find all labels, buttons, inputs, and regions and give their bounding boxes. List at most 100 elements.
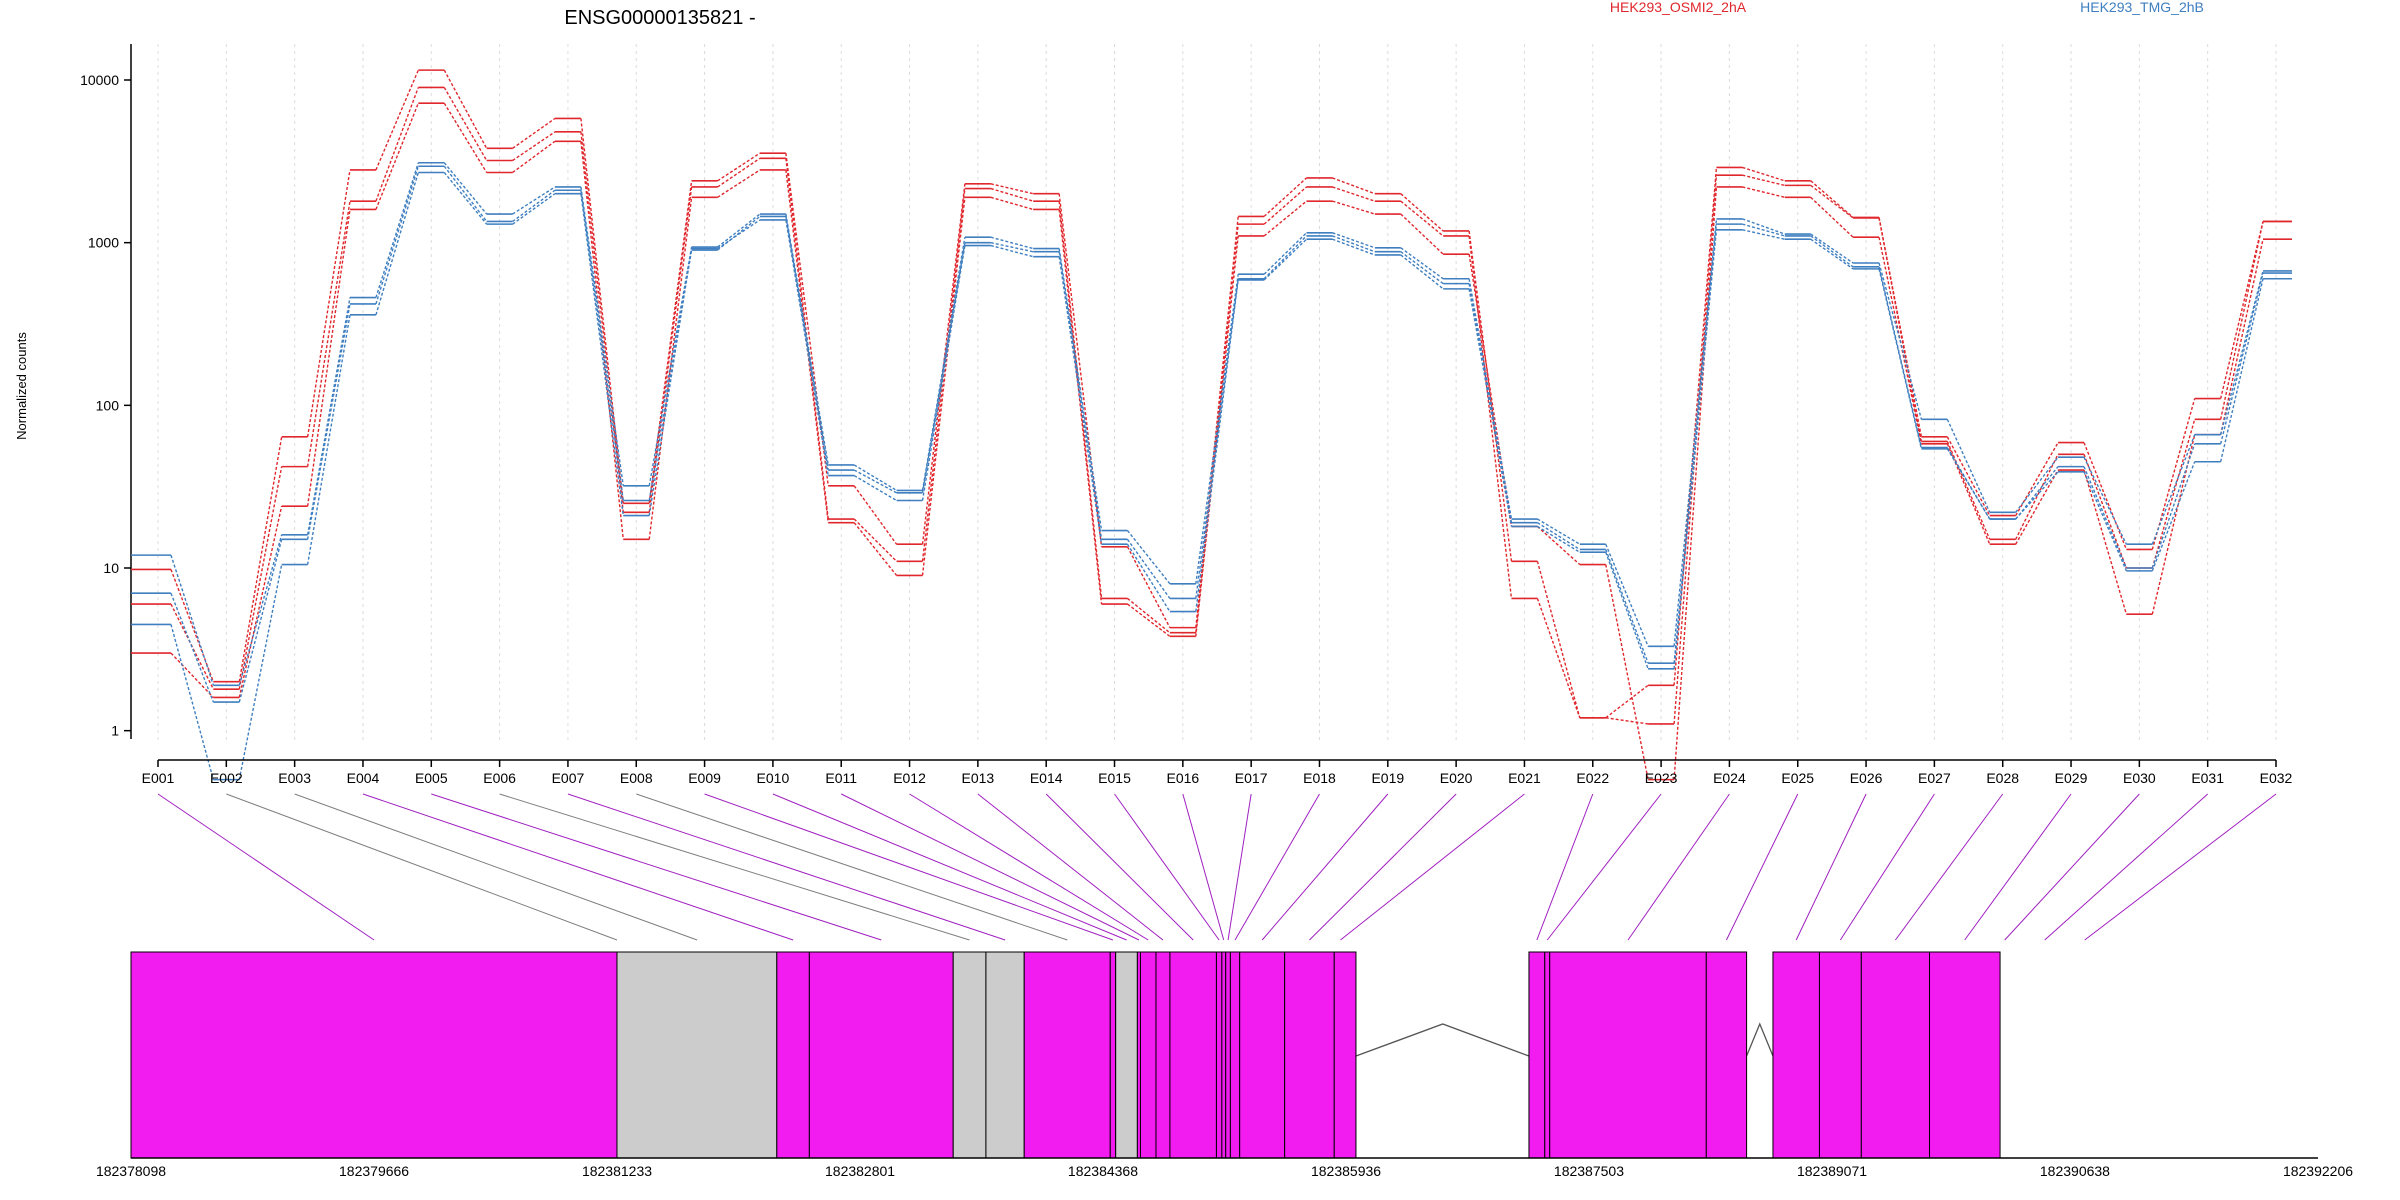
exon-connector [1726, 793, 1799, 941]
series-transition [2015, 469, 2059, 545]
exon-label: E025 [1781, 770, 1814, 786]
series-transition [1400, 247, 1444, 280]
series-transition [512, 186, 556, 215]
series-transition [1126, 546, 1171, 628]
exon-connector [2084, 793, 2277, 941]
series-transition [238, 466, 283, 690]
series-transition [1742, 223, 1785, 237]
exon-connector [1182, 793, 1225, 941]
exon-connector [1114, 793, 1220, 941]
series-transition [648, 180, 693, 504]
series-transition [648, 248, 693, 516]
coordinate-label: 182392206 [2283, 1163, 2353, 1179]
series-transition [306, 314, 351, 565]
series-transition [1742, 218, 1785, 235]
series-transition [375, 87, 419, 202]
y-tick-label: 1000 [88, 235, 119, 251]
series-transition [238, 564, 283, 780]
series-transition [853, 522, 898, 576]
series-transition [1468, 254, 1513, 527]
series-transition [1400, 213, 1444, 255]
series-transition [306, 201, 351, 467]
series-transition [2219, 239, 2264, 435]
series-transition [443, 69, 488, 149]
series-transition [238, 436, 283, 682]
exon-segment [1109, 951, 1117, 1159]
series-transition [1878, 262, 1923, 420]
chart-title: ENSG00000135821 - [564, 7, 755, 29]
series-transition [375, 102, 419, 210]
exon-label: E007 [552, 770, 585, 786]
series-transition [921, 242, 966, 493]
exon-connector [1234, 793, 1320, 941]
series-transition [990, 196, 1034, 211]
exon-segment [1215, 951, 1223, 1159]
exon-label: E005 [415, 770, 448, 786]
series-transition [1263, 177, 1307, 217]
series-transition [1673, 229, 1718, 669]
exon-label: E024 [1713, 770, 1746, 786]
genomic-coordinates: 182378098 182379666 182381233 182382801 1823… [96, 1157, 2353, 1179]
exon-segment [1221, 951, 1227, 1159]
exon-segment [1229, 951, 1241, 1159]
coordinate-label: 182382801 [825, 1163, 895, 1179]
series-transition [717, 215, 761, 251]
series-3 [131, 161, 2292, 687]
exon-connector [1627, 793, 1730, 941]
series-transition [1742, 174, 1785, 187]
exon-label: E013 [962, 770, 995, 786]
series-transition [1058, 248, 1103, 531]
series-transition [512, 193, 556, 225]
series-transition [1673, 218, 1718, 647]
exon-connector [772, 793, 1127, 941]
series-transition [1810, 180, 1854, 218]
exon-segment [1225, 951, 1231, 1159]
exon-segment [1155, 951, 1171, 1159]
exon-label: E029 [2055, 770, 2088, 786]
series-transition [2083, 466, 2128, 569]
exon-label: E031 [2191, 770, 2224, 786]
series-transition [1605, 549, 1649, 664]
series-transition [1263, 235, 1308, 280]
intron-connector [1746, 1022, 1774, 1057]
exon-connector [1340, 793, 1525, 941]
exon-label: E028 [1986, 770, 2019, 786]
exon-connector [226, 793, 618, 941]
series-transition [1332, 232, 1376, 249]
series-transition [375, 166, 419, 305]
series-transition [580, 190, 624, 501]
series-transition [1332, 238, 1376, 256]
series-transition [2083, 471, 2128, 572]
series-transition [1332, 235, 1376, 253]
series-transition [1605, 551, 1649, 670]
exon-label: E023 [1645, 770, 1678, 786]
series-transition [580, 131, 624, 513]
exon-label: E032 [2260, 770, 2293, 786]
coordinate-label: 182389071 [1797, 1163, 1867, 1179]
exon-label: E004 [347, 770, 380, 786]
series-transition [1058, 209, 1103, 605]
series-transition [2015, 456, 2059, 513]
series-transition [1195, 274, 1239, 584]
series-transition [1332, 200, 1376, 215]
series-transition [1810, 235, 1854, 268]
series-2 [131, 102, 2292, 781]
exon-label: E002 [210, 770, 243, 786]
exon-segment [130, 951, 618, 1159]
exon-connector [909, 793, 1149, 941]
series-transition [1468, 278, 1513, 520]
series-transition [1810, 196, 1854, 238]
series-transition [1537, 525, 1581, 553]
series-transition [306, 169, 351, 437]
exon-label: E020 [1440, 770, 1473, 786]
series-transition [2015, 453, 2059, 540]
series-transition [1195, 279, 1239, 612]
exon-connector [977, 793, 1164, 941]
series-transition [1263, 200, 1307, 237]
exon-connector [1536, 793, 1594, 941]
exon-connector [1261, 793, 1389, 941]
vertical-gridlines [157, 44, 2277, 740]
series-transition [717, 219, 761, 250]
series-transition [1946, 419, 1991, 513]
series-transition [512, 189, 556, 223]
